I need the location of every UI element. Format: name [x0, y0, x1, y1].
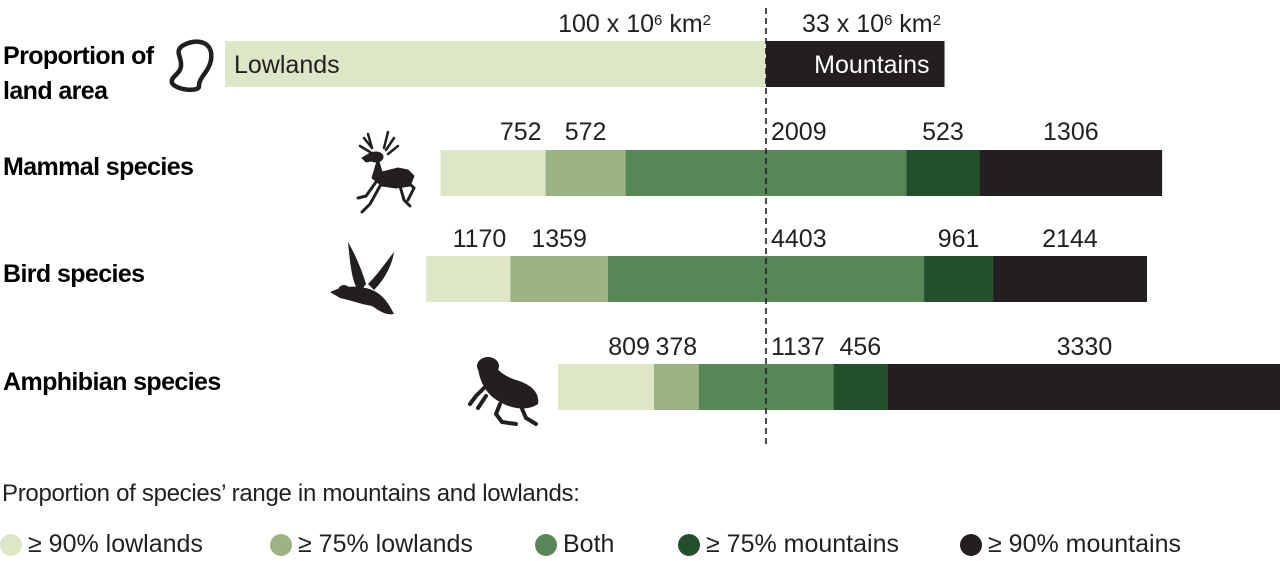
deer-icon [356, 130, 416, 214]
amphibian-value-label-4: 456 [839, 333, 881, 361]
legend-swatch-both [535, 533, 557, 556]
legend-item-lowlands-90: ≥ 90% lowlands [0, 528, 203, 561]
amphibian-bar-segment-5 [887, 364, 1280, 410]
amphibian-bar-segment-4 [833, 364, 888, 410]
mammal-bar-segment-5 [979, 150, 1163, 196]
mammal-value-label-3: 2009 [771, 118, 827, 146]
bird-bar-segment-4 [924, 256, 994, 302]
mammal-value-label-1: 752 [500, 118, 542, 146]
legend-swatch-lowlands-75 [270, 533, 292, 556]
bird-icon [330, 242, 394, 315]
mammal-bar-segment-1 [440, 150, 546, 196]
mammal-bar-segment-4 [906, 150, 980, 196]
legend-label-mountains-90: ≥ 90% mountains [988, 530, 1181, 558]
bird-bar-segment-2 [510, 256, 608, 302]
value-labels-layer: Lowlands Mountains 100 x 106 km2 33 x 106 k… [234, 10, 1112, 361]
land-area-label-line1: Proportion of [3, 42, 155, 70]
mammal-value-label-4: 523 [922, 118, 964, 146]
amphibian-value-label-3: 1137 [771, 333, 825, 361]
legend-item-mountains-75: ≥ 75% mountains [678, 528, 899, 561]
legend-item-mountains-90: ≥ 90% mountains [960, 528, 1181, 561]
land-bar-lowlands-label: Lowlands [234, 51, 340, 79]
legend-label-both: Both [563, 530, 615, 558]
amphibian-value-label-2: 378 [655, 333, 697, 361]
category-label-mammal: Mammal species [3, 153, 193, 181]
legend-swatch-mountains-75 [678, 533, 700, 556]
legend: ≥ 90% lowlands ≥ 75% lowlands Both ≥ 75% mo… [0, 528, 1280, 561]
bars-layer [225, 41, 1280, 410]
land-bar-mountains [766, 41, 945, 87]
land-bar-lowlands [225, 41, 766, 87]
bird-bar-segment-5 [993, 256, 1148, 302]
legend-label-mountains-75: ≥ 75% mountains [706, 530, 899, 558]
amphibian-bar-segment-1 [558, 364, 654, 410]
bird-value-label-2: 1359 [531, 225, 587, 253]
land-area-label-line2: land area [3, 77, 109, 105]
bird-value-label-3: 4403 [771, 225, 827, 253]
bird-value-label-4: 961 [938, 225, 980, 253]
stacked-bar-chart: Proportion of land area Mammal species B… [3, 8, 1280, 446]
category-label-amphibian: Amphibian species [3, 368, 221, 396]
legend-swatch-lowlands-90 [0, 533, 22, 556]
mammal-value-label-5: 1306 [1043, 118, 1099, 146]
land-area-mountains-value: 33 x 106 km2 [802, 10, 941, 38]
bird-value-label-5: 2144 [1042, 225, 1098, 253]
bird-bar-segment-1 [426, 256, 511, 302]
legend-label-lowlands-75: ≥ 75% lowlands [298, 530, 473, 558]
mammal-value-label-2: 572 [565, 118, 607, 146]
amphibian-value-label-1: 809 [608, 333, 650, 361]
legend-item-lowlands-75: ≥ 75% lowlands [270, 528, 473, 561]
amphibian-bar-segment-2 [653, 364, 699, 410]
legend-swatch-mountains-90 [960, 533, 982, 556]
frog-icon [468, 357, 539, 426]
category-label-bird: Bird species [3, 260, 144, 288]
land-outline-icon [169, 39, 214, 93]
land-bar-mountains-label: Mountains [814, 51, 929, 79]
legend-item-both: Both [535, 528, 614, 561]
amphibian-value-label-5: 3330 [1057, 333, 1113, 361]
bird-value-label-1: 1170 [453, 225, 507, 253]
mammal-bar-segment-2 [545, 150, 626, 196]
land-area-lowlands-value: 100 x 106 km2 [558, 10, 711, 38]
legend-label-lowlands-90: ≥ 90% lowlands [28, 530, 203, 558]
legend-title: Proportion of species’ range in mountain… [2, 480, 580, 507]
